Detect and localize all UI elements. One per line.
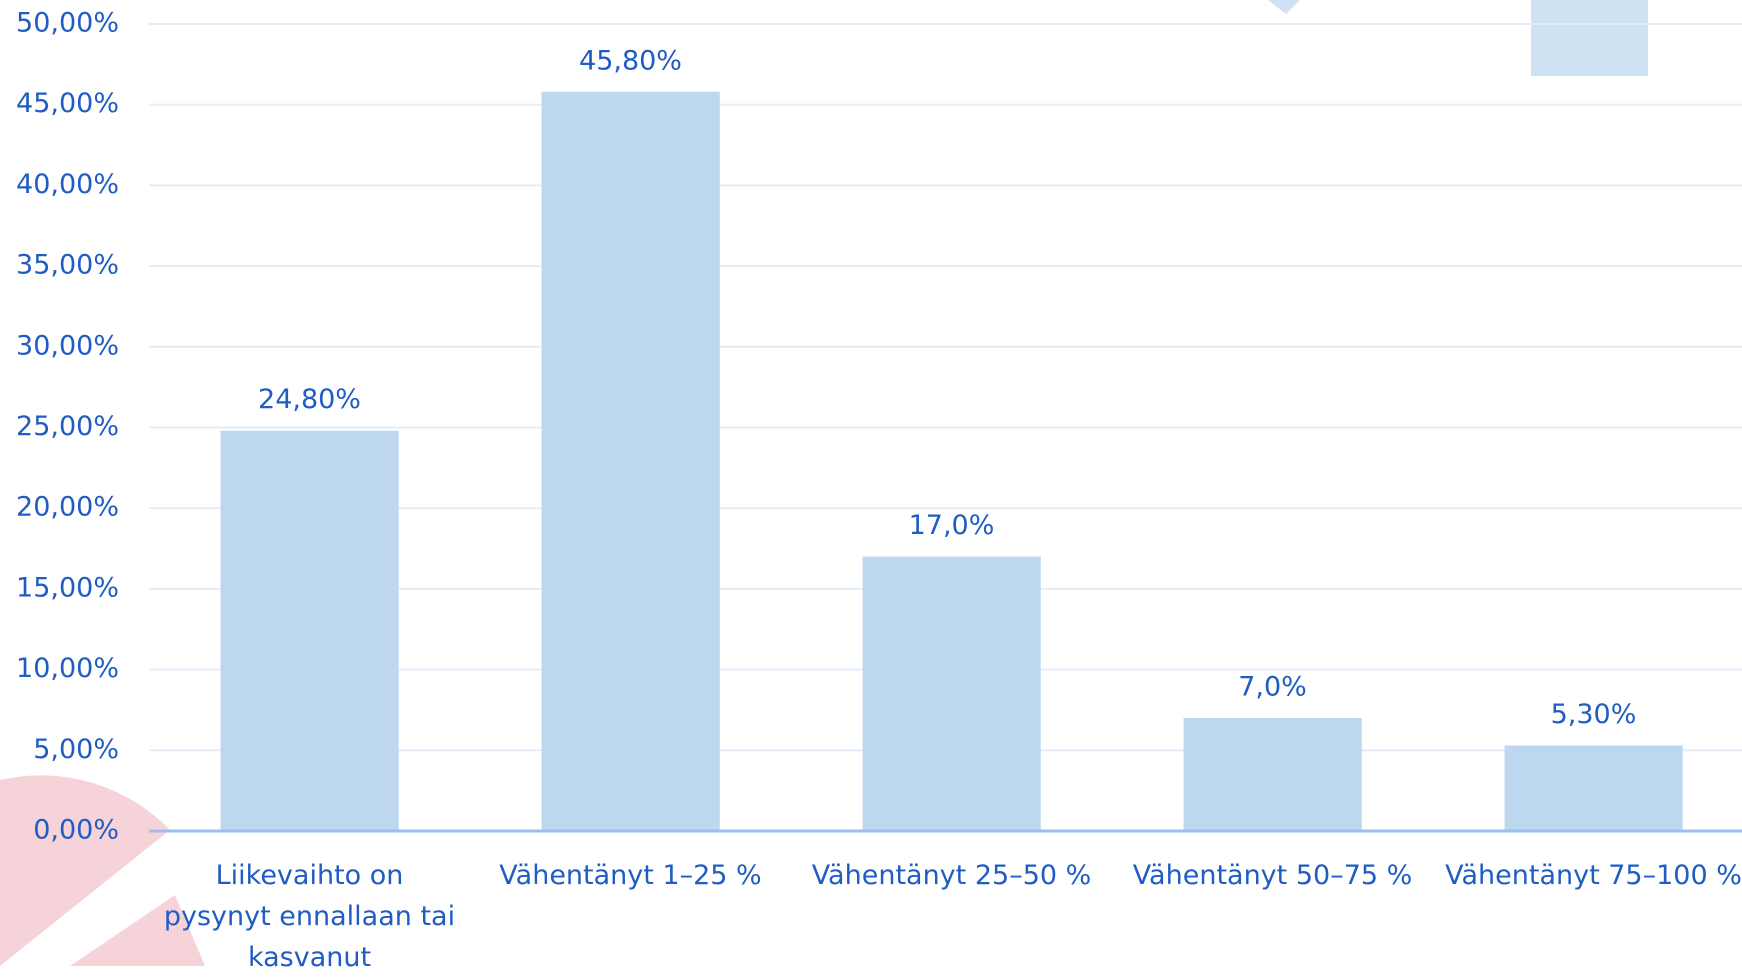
value-label: 5,30% [1551, 699, 1637, 730]
bar [542, 92, 720, 831]
decoration [1268, 0, 1300, 14]
y-tick-label: 25,00% [16, 411, 119, 442]
y-tick-label: 30,00% [16, 330, 119, 361]
page: {"chart_data": {"type": "bar", "categori… [0, 0, 1742, 966]
y-tick-label: 0,00% [33, 815, 119, 846]
value-label: 24,80% [258, 384, 361, 415]
value-label: 45,80% [579, 45, 682, 76]
decoration [1531, 0, 1648, 76]
y-tick-label: 45,00% [16, 88, 119, 119]
x-tick-label: Liikevaihto on pysynyt ennallaan tai kas… [160, 855, 460, 978]
x-tick-label: Vähentänyt 75–100 % [1444, 855, 1742, 896]
y-tick-label: 10,00% [16, 653, 119, 684]
x-tick-label: Vähentänyt 50–75 % [1123, 855, 1423, 896]
bar [221, 431, 399, 831]
y-tick-label: 15,00% [16, 572, 119, 603]
chart: 0,00% 5,00% 10,00% 15,00% 20,00% 25,00% 30,00%… [0, 0, 1742, 966]
y-tick-label: 35,00% [16, 250, 119, 281]
y-tick-label: 40,00% [16, 169, 119, 200]
bar [1184, 718, 1362, 831]
value-label: 17,0% [909, 510, 995, 541]
x-tick-label: Vähentänyt 25–50 % [802, 855, 1102, 896]
y-tick-label: 5,00% [33, 734, 119, 765]
y-tick-label: 50,00% [16, 8, 119, 39]
value-label: 7,0% [1238, 672, 1307, 703]
x-tick-label: Vähentänyt 1–25 % [481, 855, 781, 896]
bar [863, 557, 1041, 831]
plot-area: 0,00% 5,00% 10,00% 15,00% 20,00% 25,00% 30,00%… [16, 8, 1742, 846]
y-tick-label: 20,00% [16, 492, 119, 523]
bar [1505, 745, 1683, 831]
